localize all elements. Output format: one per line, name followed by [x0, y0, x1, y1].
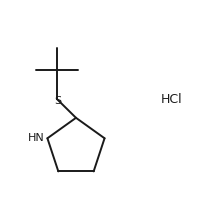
Text: HCl: HCl: [160, 92, 182, 105]
Text: S: S: [54, 96, 62, 105]
Text: HN: HN: [28, 133, 44, 143]
